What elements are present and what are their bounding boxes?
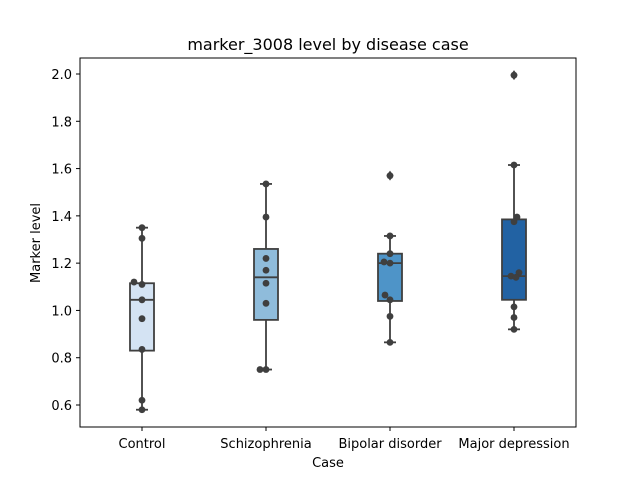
data-point [262, 299, 270, 307]
data-point [386, 296, 394, 304]
data-point [381, 291, 389, 299]
data-point [510, 303, 518, 311]
data-point [512, 273, 520, 281]
data-point [138, 224, 146, 232]
data-point [386, 172, 394, 180]
x-axis-label: Case [312, 456, 344, 471]
x-tick-label: Bipolar disorder [338, 437, 442, 452]
data-point [262, 213, 270, 221]
y-axis-label: Marker level [29, 203, 44, 283]
points-schizophrenia [256, 180, 270, 373]
data-point [386, 250, 394, 258]
data-point [138, 406, 146, 414]
data-point [262, 266, 270, 274]
points-control [130, 224, 146, 414]
y-axis: 0.6 0.8 1.0 1.2 1.4 1.6 1.8 2.0 [51, 68, 80, 414]
data-point [262, 366, 270, 373]
data-point [138, 315, 146, 323]
y-tick-label: 1.6 [51, 163, 72, 178]
data-point [386, 338, 394, 346]
points-bipolar-disorder [380, 172, 394, 346]
data-point [386, 312, 394, 320]
x-tick-label: Major depression [458, 437, 569, 452]
data-point [380, 258, 388, 266]
data-point [386, 259, 394, 267]
box-iqr [501, 218, 527, 301]
data-point [386, 232, 394, 240]
data-point [262, 279, 270, 287]
y-tick-label: 1.4 [51, 210, 72, 225]
boxes-layer [129, 70, 527, 411]
x-axis: Control Schizophrenia Bipolar disorder Majo… [119, 427, 570, 452]
points-layer [130, 71, 523, 414]
chart-title: marker_3008 level by disease case [187, 35, 468, 55]
x-tick-label: Schizophrenia [220, 437, 311, 452]
data-point [256, 366, 264, 373]
y-tick-label: 1.2 [51, 257, 72, 272]
data-point [138, 281, 146, 288]
data-point [138, 396, 146, 404]
data-point [138, 296, 146, 304]
data-point [510, 71, 518, 79]
data-point [262, 255, 270, 262]
data-point [510, 325, 518, 333]
y-tick-label: 2.0 [51, 68, 72, 83]
box-major-depression [501, 70, 527, 331]
data-point [262, 180, 270, 188]
y-tick-label: 0.8 [51, 352, 72, 367]
y-tick-label: 1.8 [51, 115, 72, 130]
data-point [510, 314, 518, 321]
data-point [510, 218, 518, 226]
data-point [138, 234, 146, 242]
data-point [138, 346, 146, 353]
points-major-depression [507, 71, 523, 333]
data-point [130, 278, 138, 286]
y-tick-label: 1.0 [51, 304, 72, 319]
box-schizophrenia [253, 183, 279, 371]
plot-area-frame [79, 57, 577, 428]
y-tick-label: 0.6 [51, 399, 72, 414]
data-point [510, 161, 518, 169]
x-tick-label: Control [119, 437, 166, 452]
